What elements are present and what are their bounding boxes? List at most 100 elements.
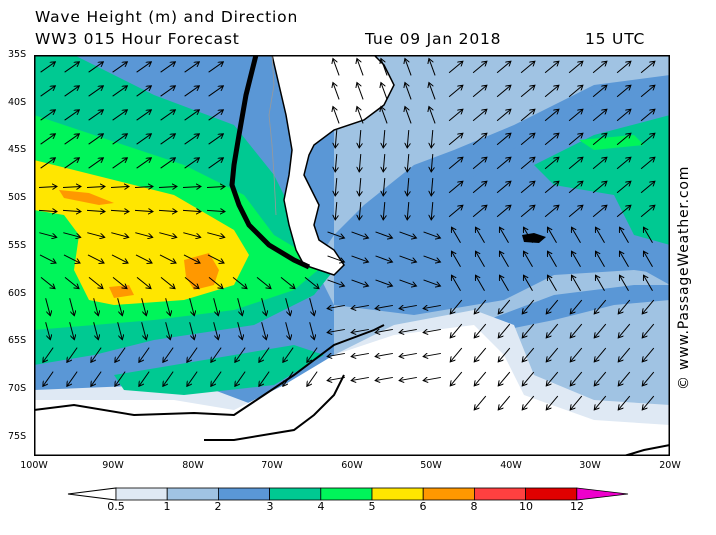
wave-direction-arrow-icon	[544, 133, 559, 146]
wave-direction-arrow-icon	[285, 298, 291, 315]
wave-direction-arrow-icon	[496, 109, 511, 122]
legend-swatch-2-3	[217, 487, 270, 501]
wave-direction-arrow-icon	[496, 133, 511, 146]
wave-direction-arrow-icon	[640, 181, 655, 194]
legend-swatch-3-4	[269, 487, 322, 501]
wave-direction-arrow-icon	[327, 231, 345, 238]
wave-direction-arrow-icon	[359, 177, 361, 196]
wave-direction-arrow-icon	[351, 231, 369, 238]
wave-direction-arrow-icon	[498, 347, 511, 362]
wave-direction-arrow-icon	[448, 205, 463, 218]
wave-direction-arrow-icon	[375, 231, 393, 238]
wave-direction-arrow-icon	[256, 276, 271, 288]
wave-direction-arrow-icon	[136, 86, 152, 97]
wave-direction-arrow-icon	[498, 395, 511, 410]
wave-direction-arrow-icon	[110, 186, 129, 187]
wave-direction-arrow-icon	[307, 371, 318, 387]
x-tick-label: 50W	[420, 460, 442, 471]
wave-direction-arrow-icon	[351, 255, 369, 262]
wave-direction-arrow-icon	[618, 299, 631, 314]
wave-direction-arrow-icon	[38, 210, 57, 211]
wave-direction-arrow-icon	[327, 329, 345, 332]
wave-direction-arrow-icon	[594, 323, 607, 338]
wave-direction-arrow-icon	[546, 395, 559, 410]
wave-direction-arrow-icon	[620, 227, 629, 244]
legend-label: 4	[317, 500, 325, 513]
wave-direction-arrow-icon	[163, 347, 174, 363]
wave-direction-arrow-icon	[213, 322, 219, 339]
wave-direction-arrow-icon	[522, 299, 535, 314]
wave-direction-arrow-icon	[208, 134, 224, 145]
wave-direction-arrow-icon	[423, 377, 441, 380]
wave-direction-arrow-icon	[520, 181, 535, 194]
legend-swatch-10-12	[525, 487, 578, 501]
wave-direction-arrow-icon	[93, 322, 99, 339]
wave-direction-arrow-icon	[474, 323, 487, 338]
x-tick-label: 100W	[20, 460, 48, 471]
wave-direction-arrow-icon	[43, 347, 54, 363]
wave-direction-arrow-icon	[88, 110, 104, 121]
x-tick-label: 40W	[500, 460, 522, 471]
legend-label: 10	[519, 500, 533, 513]
wave-direction-arrow-icon	[187, 371, 198, 387]
legend-label: 8	[470, 500, 478, 513]
wave-direction-arrow-icon	[472, 85, 487, 98]
wave-direction-arrow-icon	[640, 157, 655, 170]
legend-label: 5	[368, 500, 376, 513]
wave-direction-arrow-icon	[135, 232, 152, 238]
wave-direction-arrow-icon	[381, 107, 388, 124]
wave-direction-arrow-icon	[423, 255, 441, 262]
wave-direction-arrow-icon	[184, 158, 200, 169]
wave-direction-arrow-icon	[383, 177, 385, 196]
wave-height-map	[34, 55, 670, 456]
wave-direction-arrow-icon	[88, 158, 104, 169]
wave-direction-arrow-icon	[141, 322, 147, 339]
wave-direction-arrow-icon	[423, 353, 441, 356]
wave-direction-arrow-icon	[570, 347, 583, 362]
wave-direction-arrow-icon	[496, 61, 511, 74]
wave-direction-arrow-icon	[45, 322, 51, 339]
wave-direction-arrow-icon	[616, 85, 631, 98]
wave-direction-arrow-icon	[39, 232, 56, 238]
wave-direction-arrow-icon	[280, 276, 295, 288]
wave-direction-arrow-icon	[64, 86, 80, 97]
wave-direction-arrow-icon	[620, 251, 629, 268]
wave-direction-arrow-icon	[592, 181, 607, 194]
wave-direction-arrow-icon	[642, 299, 655, 314]
wave-direction-arrow-icon	[335, 129, 337, 148]
wave-direction-arrow-icon	[139, 371, 150, 387]
wave-direction-arrow-icon	[450, 323, 463, 338]
wave-direction-arrow-icon	[448, 133, 463, 146]
wave-direction-arrow-icon	[117, 298, 123, 315]
wave-direction-arrow-icon	[117, 322, 123, 339]
wave-direction-arrow-icon	[88, 62, 104, 73]
wave-direction-arrow-icon	[62, 186, 81, 187]
wave-direction-arrow-icon	[237, 298, 243, 315]
y-tick-label: 40S	[8, 97, 27, 108]
wave-direction-arrow-icon	[189, 322, 195, 339]
legend-swatch-5-6	[371, 487, 424, 501]
wave-direction-arrow-icon	[182, 186, 201, 187]
wave-direction-arrow-icon	[640, 85, 655, 98]
wave-direction-arrow-icon	[43, 371, 54, 387]
wave-direction-arrow-icon	[642, 347, 655, 362]
wave-direction-arrow-icon	[45, 298, 51, 315]
wave-direction-arrow-icon	[592, 61, 607, 74]
wave-direction-arrow-icon	[431, 201, 433, 220]
wave-direction-arrow-icon	[568, 109, 583, 122]
wave-direction-arrow-icon	[189, 298, 195, 315]
wave-direction-arrow-icon	[570, 299, 583, 314]
wave-direction-arrow-icon	[67, 371, 78, 387]
wave-direction-arrow-icon	[375, 377, 393, 380]
wave-direction-arrow-icon	[448, 157, 463, 170]
wave-direction-arrow-icon	[423, 279, 441, 286]
wave-direction-arrow-icon	[452, 251, 461, 268]
wave-direction-arrow-icon	[359, 153, 361, 172]
wave-direction-arrow-icon	[405, 107, 412, 124]
wave-direction-arrow-icon	[570, 323, 583, 338]
wave-direction-arrow-icon	[448, 181, 463, 194]
wave-direction-arrow-icon	[184, 110, 200, 121]
wave-direction-arrow-icon	[351, 377, 369, 380]
wave-direction-arrow-icon	[594, 371, 607, 386]
wave-direction-arrow-icon	[136, 62, 152, 73]
